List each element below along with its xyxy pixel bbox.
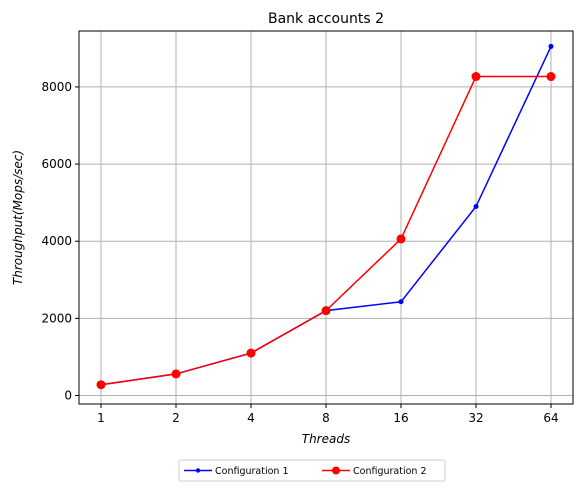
grid-lines — [79, 31, 573, 404]
legend-item-1: Configuration 1 — [184, 466, 289, 477]
data-point — [471, 72, 481, 82]
y-tick-label: 0 — [64, 389, 72, 403]
legend-item-2: Configuration 2 — [322, 466, 427, 477]
series-2 — [96, 72, 556, 390]
legend-label: Configuration 1 — [215, 466, 289, 477]
y-tick-label: 2000 — [41, 311, 72, 325]
series-layer — [96, 43, 556, 390]
x-tick-label: 16 — [393, 411, 408, 425]
data-point — [96, 380, 106, 390]
legend-box — [178, 459, 446, 482]
x-axis: 1 2 4 8 16 32 64 — [97, 404, 559, 425]
data-point — [398, 299, 404, 305]
y-axis-title: Throughput(Mops/sec) — [11, 150, 25, 285]
x-tick-label: 8 — [322, 411, 330, 425]
y-axis: 0 2000 4000 6000 8000 — [41, 80, 79, 403]
x-tick-label: 2 — [172, 411, 180, 425]
data-point — [396, 234, 406, 244]
data-point — [548, 43, 554, 49]
data-point — [546, 72, 556, 82]
y-tick-label: 8000 — [41, 80, 72, 94]
data-point — [321, 306, 331, 316]
data-point — [171, 369, 181, 379]
x-tick-label: 1 — [97, 411, 105, 425]
legend: Configuration 1 Configuration 2 — [178, 459, 446, 482]
x-tick-label: 32 — [468, 411, 483, 425]
legend-marker — [195, 468, 201, 473]
data-point — [473, 204, 479, 210]
x-axis-title: Threads — [302, 432, 350, 446]
legend-marker — [332, 466, 340, 475]
x-tick-label: 4 — [247, 411, 255, 425]
y-tick-label: 6000 — [41, 157, 72, 171]
chart-title: Bank accounts 2 — [268, 11, 384, 27]
data-point — [246, 348, 256, 358]
legend-label: Configuration 2 — [353, 466, 427, 477]
y-tick-label: 4000 — [41, 234, 72, 248]
x-tick-label: 64 — [543, 411, 558, 425]
